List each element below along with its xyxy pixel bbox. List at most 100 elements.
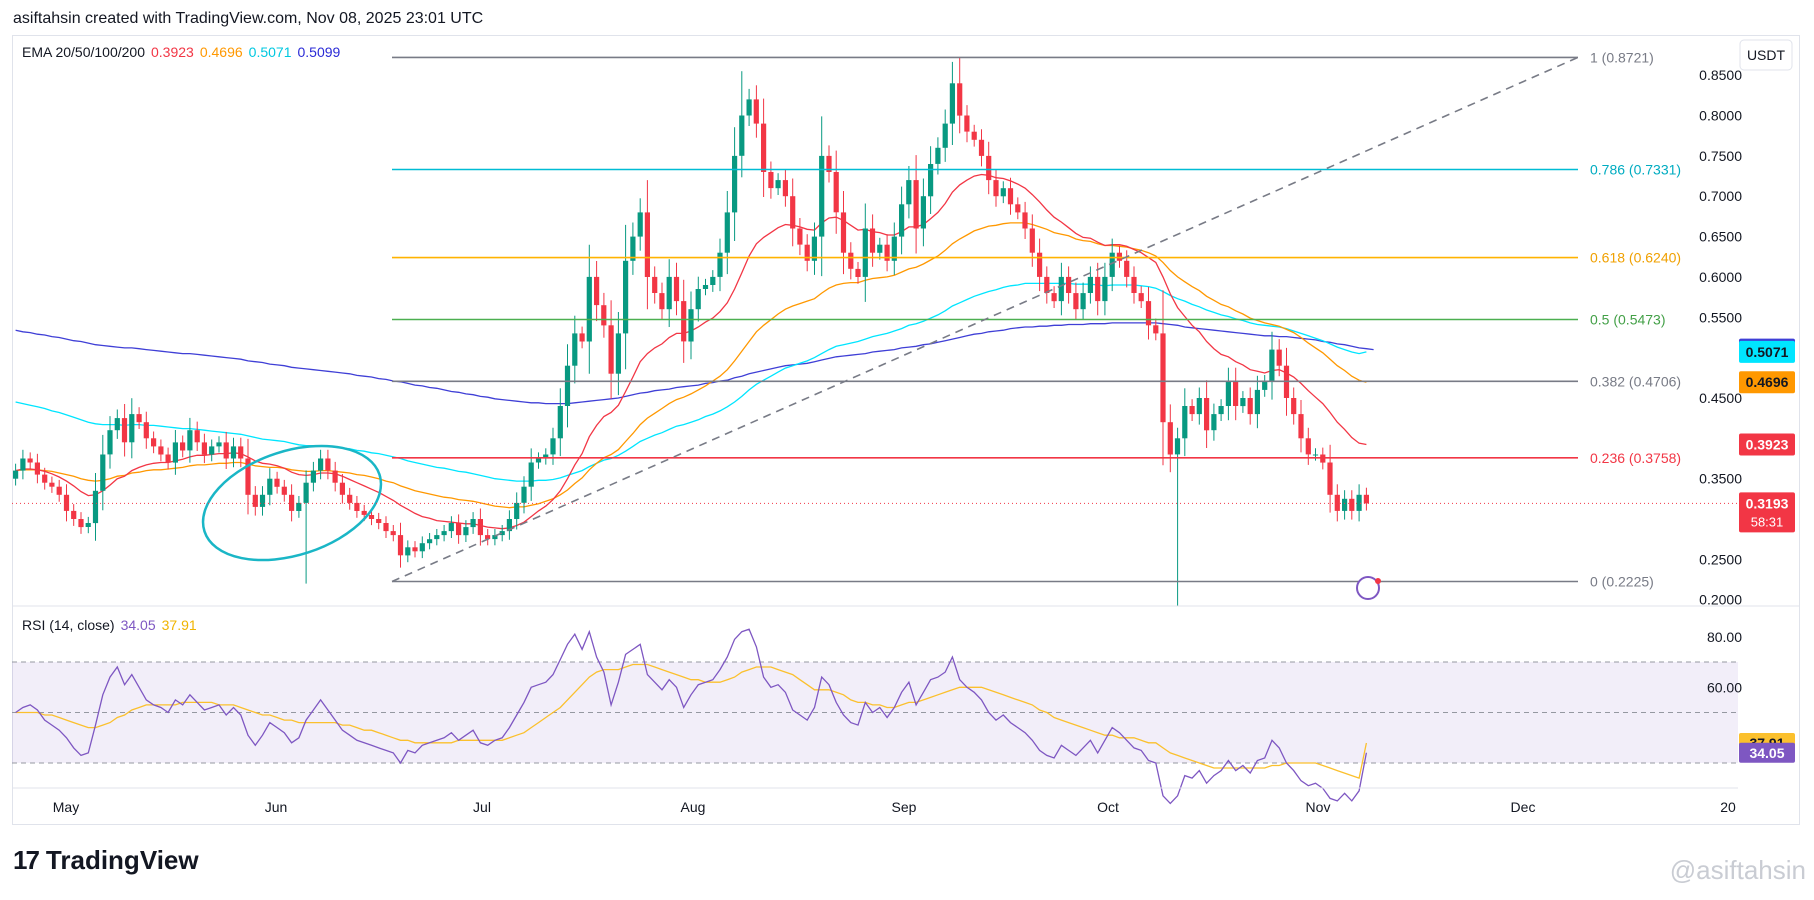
time-axis-tick: Dec [1511, 799, 1536, 815]
candle-body [405, 547, 411, 556]
countdown-label: 58:31 [1751, 514, 1784, 529]
price-tag-label: 0.5071 [1746, 344, 1789, 360]
last-price-tag-box [1739, 492, 1795, 533]
candle-body [252, 494, 258, 507]
price-tag-label: 0.4696 [1746, 374, 1789, 390]
ema-legend: EMA 20/50/100/200 0.3923 0.4696 0.5071 0.509… [22, 44, 346, 60]
candle-body [71, 510, 77, 519]
candle-body [332, 470, 338, 483]
candle-body [245, 458, 251, 495]
candle-body [499, 531, 505, 536]
candle-body [630, 236, 636, 261]
rsi-lines [15, 628, 1368, 805]
time-axis-tick: 20 [1720, 799, 1736, 815]
candle-body [143, 422, 149, 439]
price-axis-tick: 0.7500 [1699, 148, 1742, 164]
price-axis-tick: 0.2500 [1699, 551, 1742, 567]
price-tag-box [1739, 340, 1795, 363]
candle-body [1225, 381, 1231, 406]
candle-body [928, 164, 934, 197]
ema100-line [15, 282, 1367, 482]
candle-body [158, 446, 164, 455]
candle-body [136, 414, 142, 423]
candle-body [1037, 252, 1043, 277]
candle-body [637, 212, 643, 237]
candle-body [666, 276, 672, 310]
candle-body [216, 442, 222, 447]
candle-body [724, 212, 730, 253]
candle-body [1167, 422, 1173, 455]
fib-level-label: 0.618 (0.6240) [1590, 250, 1681, 266]
candle-body [840, 212, 847, 253]
candle-body [586, 276, 592, 342]
candle-body [768, 172, 774, 189]
candle-body [441, 531, 447, 536]
last-price-tag-label: 0.3193 [1746, 495, 1789, 511]
candle-body [1233, 381, 1239, 406]
candle-body [354, 502, 360, 511]
candle-body [121, 418, 128, 443]
candle-body [971, 131, 977, 140]
candle-body [78, 519, 84, 528]
attribution-text: asiftahsin created with TradingView.com,… [13, 10, 484, 27]
candle-body [761, 123, 767, 172]
candle-body [906, 180, 912, 205]
candle-body [361, 510, 367, 515]
candle-body [187, 430, 193, 451]
candle-body [819, 155, 825, 237]
candle-body [681, 301, 687, 342]
candle-body [85, 523, 91, 527]
candle-body [1189, 406, 1195, 415]
candle-body [608, 325, 614, 374]
rsi-tag-box [1739, 742, 1795, 763]
candle-body [623, 260, 629, 334]
candle-body [521, 486, 527, 503]
candle-body [978, 139, 985, 156]
candle-body [1254, 389, 1260, 415]
fib-level-label: 0.382 (0.4706) [1590, 373, 1681, 389]
price-axis-tick: 0.3500 [1699, 471, 1742, 487]
fib-level-label: 1 (0.8721) [1590, 49, 1654, 65]
candle-body [1066, 276, 1072, 293]
candle-body [1116, 252, 1122, 261]
candle-body [172, 442, 178, 463]
rsi-legend-label: RSI (14, close) [22, 617, 115, 633]
candle-body [1131, 276, 1137, 293]
candle-body [1363, 494, 1369, 504]
price-axis-tick: 0.4500 [1699, 390, 1742, 406]
candle-body [920, 196, 926, 229]
ema20-value: 0.3923 [151, 44, 194, 60]
ema50-value: 0.4696 [199, 44, 243, 60]
candle-body [209, 446, 215, 455]
candle-body [1044, 276, 1050, 293]
candle-body [688, 309, 694, 342]
candle-body [463, 527, 469, 536]
rsi-axis-tick: 80.00 [1707, 629, 1742, 645]
candle-body [732, 155, 738, 213]
candle-body [804, 244, 810, 261]
time-axis-tick: Jun [265, 799, 288, 815]
ema-lines [15, 173, 1374, 530]
candle-body [274, 478, 280, 487]
candle-body [1058, 276, 1064, 302]
candle-body [1269, 349, 1275, 382]
candle-body [259, 494, 266, 507]
price-axis-tick: 0.8000 [1699, 108, 1742, 124]
candle-body [506, 519, 512, 532]
price-tags: 0.50990.50710.46960.39230.319358:3137.91… [1739, 338, 1795, 763]
candle-body [601, 305, 607, 326]
candle-body [790, 196, 796, 229]
candle-body [942, 123, 948, 148]
rsi-tag-label: 34.05 [1749, 745, 1784, 761]
candle-body [1247, 398, 1253, 415]
tradingview-logo[interactable]: 17 TradingView [13, 845, 199, 876]
candle-body [485, 535, 491, 540]
rsi-background [12, 661, 1738, 764]
candle-body [862, 228, 868, 277]
candle-body [557, 406, 563, 439]
candle-body [1174, 438, 1181, 455]
candle-body [1298, 414, 1304, 439]
price-axis-tick: 0.2000 [1699, 592, 1742, 608]
candle-body [1015, 204, 1021, 213]
